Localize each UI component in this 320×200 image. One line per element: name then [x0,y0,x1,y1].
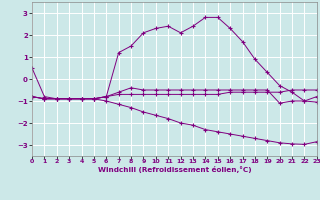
X-axis label: Windchill (Refroidissement éolien,°C): Windchill (Refroidissement éolien,°C) [98,166,251,173]
